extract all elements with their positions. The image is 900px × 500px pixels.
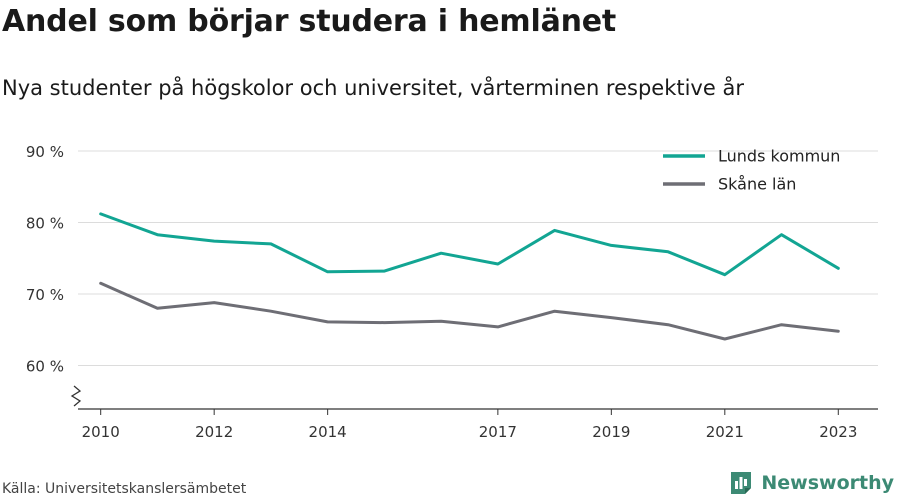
- page-title: Andel som börjar studera i hemlänet: [2, 4, 617, 39]
- x-tick-label: 2014: [309, 423, 347, 441]
- series-line: [99, 281, 840, 341]
- brand-logo: Newsworthy: [729, 470, 894, 496]
- y-tick-label: 80 %: [26, 215, 64, 233]
- axis-break-icon: [70, 385, 82, 407]
- legend-label: Lunds kommun: [718, 147, 840, 166]
- x-axis-tick-labels: 2010 2012 2014 2017 2019 2021 2023: [82, 423, 858, 441]
- x-tick-label: 2017: [479, 423, 517, 441]
- x-tick-label: 2019: [592, 423, 630, 441]
- legend: Lunds kommun Skåne län: [663, 147, 840, 194]
- x-tick-label: 2010: [82, 423, 120, 441]
- legend-label: Skåne län: [718, 175, 796, 194]
- x-axis: [70, 385, 878, 415]
- brand-name: Newsworthy: [761, 472, 894, 494]
- y-tick-label: 90 %: [26, 143, 64, 161]
- x-tick-label: 2012: [195, 423, 233, 441]
- x-tick-label: 2021: [706, 423, 744, 441]
- bar-chart-document-icon: [731, 472, 752, 494]
- y-tick-label: 60 %: [26, 358, 64, 376]
- x-tick-label: 2023: [819, 423, 857, 441]
- source-note: Källa: Universitetskanslersämbetet: [2, 481, 247, 497]
- page-subtitle: Nya studenter på högskolor och universit…: [2, 76, 744, 100]
- grid-lines: [78, 150, 878, 366]
- series-lines: [99, 212, 840, 341]
- series-line: [99, 212, 840, 277]
- y-tick-label: 70 %: [26, 286, 64, 304]
- y-axis-tick-labels: 60 % 70 % 80 % 90 %: [26, 143, 64, 376]
